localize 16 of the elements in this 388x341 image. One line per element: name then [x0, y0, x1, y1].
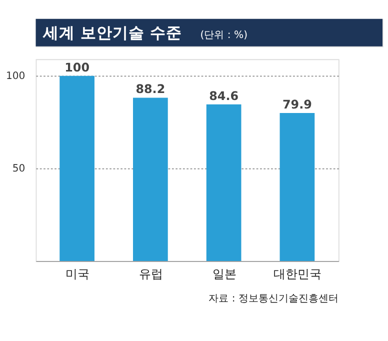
- bar: [60, 76, 94, 261]
- chart-title: 세계 보안기술 수준: [42, 24, 182, 42]
- y-tick-label: 50: [12, 164, 26, 175]
- x-tick-label: 대한민국: [274, 266, 322, 281]
- bar: [133, 98, 168, 261]
- data-label: 79.9: [282, 97, 312, 112]
- bar: [206, 104, 242, 261]
- data-label: 84.6: [209, 88, 239, 103]
- data-label: 88.2: [136, 82, 166, 96]
- data-label: 100: [64, 60, 90, 74]
- chart-subtitle: (단위 : %): [200, 30, 248, 42]
- text: 자료 : 정보통신기술진흥센터: [208, 293, 338, 304]
- x-tick-label: 유럽: [138, 266, 163, 281]
- bar: [280, 113, 315, 261]
- x-tick-label: 일본: [212, 266, 236, 281]
- x-tick-label: 미국: [66, 266, 90, 281]
